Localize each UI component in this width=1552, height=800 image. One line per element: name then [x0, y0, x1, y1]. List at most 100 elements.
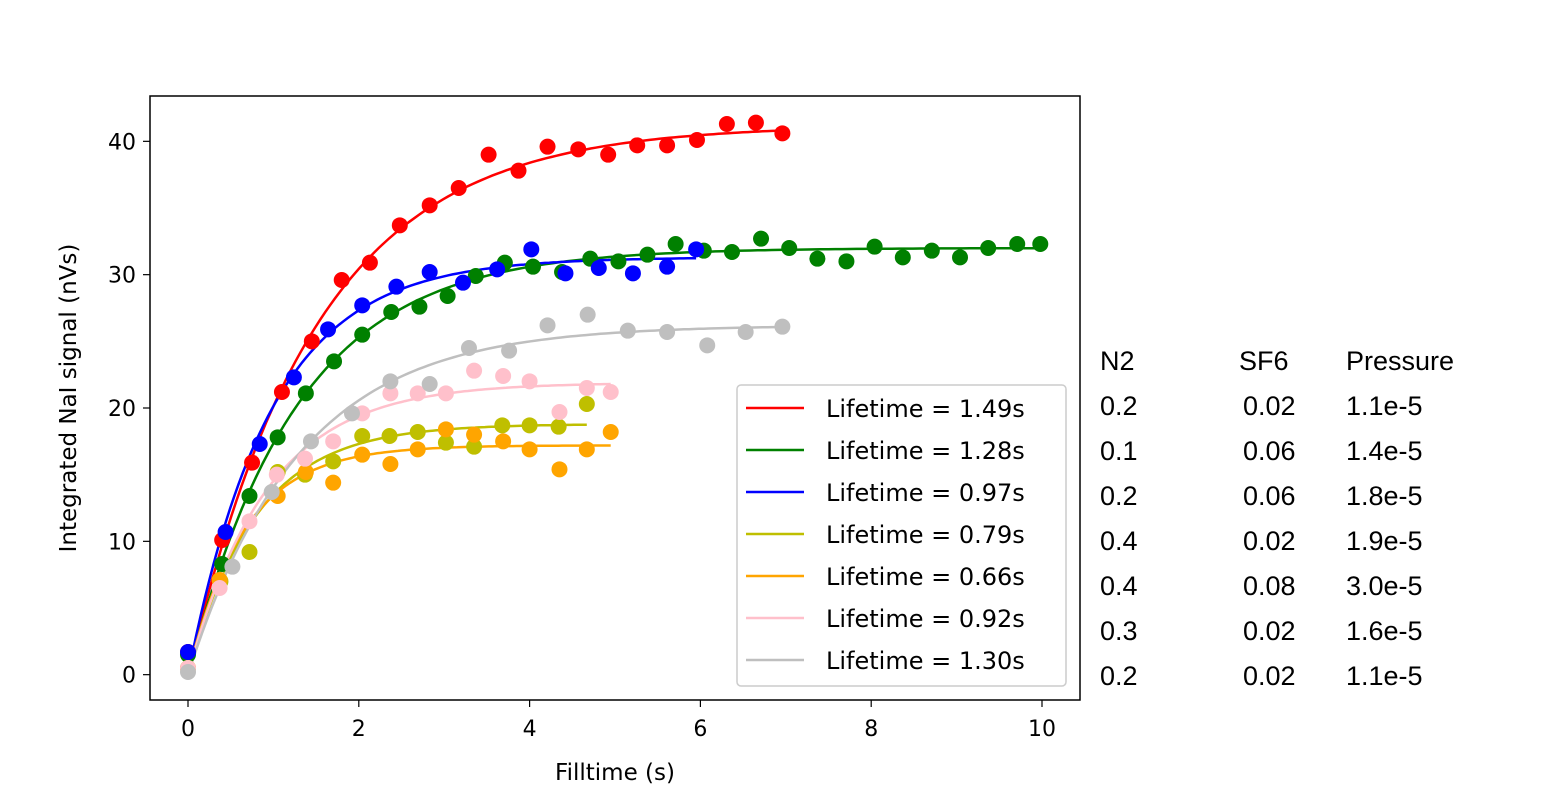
data-point-series-1 [411, 298, 428, 315]
table-header: N2 [1100, 346, 1135, 376]
data-point-series-2 [285, 369, 302, 386]
table-cell: 0.3 [1100, 616, 1138, 646]
data-point-series-4 [297, 464, 314, 480]
data-point-series-6 [501, 342, 518, 359]
data-point-series-2 [454, 274, 471, 291]
table-cell: 1.1e-5 [1346, 661, 1423, 691]
data-point-series-6 [421, 376, 438, 392]
plot-area [180, 114, 1049, 680]
data-point-series-5 [521, 373, 538, 390]
data-point-series-5 [382, 385, 399, 402]
data-point-series-4 [466, 426, 483, 443]
y-tick-label: 30 [108, 264, 136, 289]
data-point-series-6 [302, 433, 319, 450]
table-cell: 0.2 [1100, 661, 1138, 691]
data-point-series-1 [723, 244, 740, 260]
data-point-series-3 [381, 428, 398, 444]
table-cell: 0.02 [1243, 661, 1296, 691]
data-point-series-0 [450, 180, 467, 196]
table-cell: 0.02 [1243, 616, 1296, 646]
data-point-series-3 [325, 453, 342, 470]
data-point-series-1 [326, 353, 343, 370]
data-point-series-1 [610, 253, 627, 270]
data-point-series-5 [602, 384, 619, 400]
data-point-series-1 [639, 246, 656, 263]
y-tick-label: 40 [108, 130, 136, 155]
data-point-series-5 [466, 362, 483, 379]
legend-label-series-3: Lifetime = 0.79s [826, 521, 1025, 549]
data-point-series-6 [579, 306, 596, 323]
legend-box [736, 384, 1067, 687]
legend-label-series-4: Lifetime = 0.66s [826, 563, 1025, 591]
data-point-series-0 [510, 162, 527, 179]
table-cell: 0.08 [1243, 571, 1296, 601]
table-cell: 1.1e-5 [1346, 391, 1423, 421]
x-tick-label: 6 [693, 717, 707, 742]
data-point-series-1 [1032, 236, 1049, 252]
data-point-series-0 [539, 138, 556, 155]
data-point-series-1 [269, 429, 286, 446]
data-point-series-2 [489, 261, 506, 278]
data-point-series-2 [421, 264, 438, 280]
y-tick-label: 20 [108, 397, 136, 422]
legend-label-series-0: Lifetime = 1.49s [826, 395, 1025, 423]
table-cell: 0.1 [1100, 436, 1138, 466]
data-point-series-5 [551, 404, 568, 420]
data-point-series-3 [550, 418, 567, 435]
data-point-series-4 [495, 433, 512, 450]
data-point-series-6 [774, 318, 791, 335]
data-point-series-1 [980, 240, 997, 256]
data-point-series-3 [578, 396, 595, 412]
data-point-series-1 [525, 258, 542, 275]
data-point-series-2 [557, 265, 574, 282]
data-point-series-3 [354, 428, 371, 444]
fit-line-series-5 [191, 382, 611, 660]
data-point-series-4 [578, 441, 595, 458]
data-point-series-4 [551, 461, 568, 478]
data-point-series-6 [619, 322, 636, 339]
table-cell: 0.06 [1243, 436, 1296, 466]
x-axis-label: Filltime (s) [555, 760, 675, 786]
data-point-series-5 [578, 380, 595, 396]
data-point-series-4 [602, 424, 619, 440]
data-point-series-1 [866, 238, 883, 255]
data-point-series-0 [361, 254, 378, 271]
data-point-series-3 [521, 417, 538, 434]
data-point-series-1 [809, 250, 826, 267]
data-point-series-2 [354, 297, 371, 314]
y-axis-label: Integrated NaI signal (nVs) [56, 244, 82, 553]
data-point-series-5 [409, 385, 426, 402]
data-point-series-5 [297, 450, 313, 467]
data-point-series-0 [774, 125, 791, 142]
data-point-series-2 [624, 265, 641, 282]
data-point-series-0 [718, 116, 735, 132]
data-point-series-0 [421, 197, 438, 214]
data-point-series-6 [699, 337, 716, 354]
data-point-series-1 [467, 268, 484, 284]
data-point-series-0 [629, 137, 646, 154]
data-point-series-6 [263, 484, 280, 500]
table-cell: 0.4 [1100, 571, 1138, 601]
data-point-series-2 [523, 241, 540, 258]
data-point-series-0 [659, 137, 676, 154]
legend-label-series-1: Lifetime = 1.28s [826, 437, 1025, 465]
data-point-series-4 [409, 441, 426, 458]
data-point-series-1 [383, 304, 400, 320]
data-point-series-4 [437, 421, 454, 438]
table-cell: 0.2 [1100, 481, 1138, 511]
data-point-series-4 [354, 446, 371, 463]
x-tick-label: 2 [352, 717, 366, 742]
data-point-series-1 [241, 488, 258, 504]
table-cell: 0.02 [1243, 526, 1296, 556]
legend: Lifetime = 1.49s Lifetime = 1.28s Lifetime… [736, 384, 1067, 687]
annotation-table: N2 SF6 Pressure 0.2 0.02 1.1e-5 0.1 0.06 1.4e-5 0… [1100, 346, 1454, 691]
data-point-series-3 [466, 438, 483, 455]
data-point-series-2 [659, 258, 676, 275]
table-cell: 3.0e-5 [1346, 571, 1423, 601]
axes-frame [149, 95, 1081, 701]
data-point-series-4 [521, 441, 538, 458]
table-cell: 1.8e-5 [1346, 481, 1423, 511]
table-cell: 1.9e-5 [1346, 526, 1423, 556]
legend-label-series-2: Lifetime = 0.97s [826, 479, 1025, 507]
